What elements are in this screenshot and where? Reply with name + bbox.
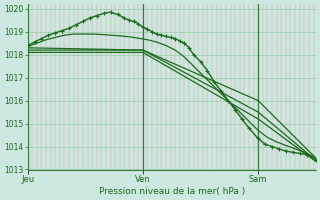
X-axis label: Pression niveau de la mer( hPa ): Pression niveau de la mer( hPa ) <box>99 187 245 196</box>
